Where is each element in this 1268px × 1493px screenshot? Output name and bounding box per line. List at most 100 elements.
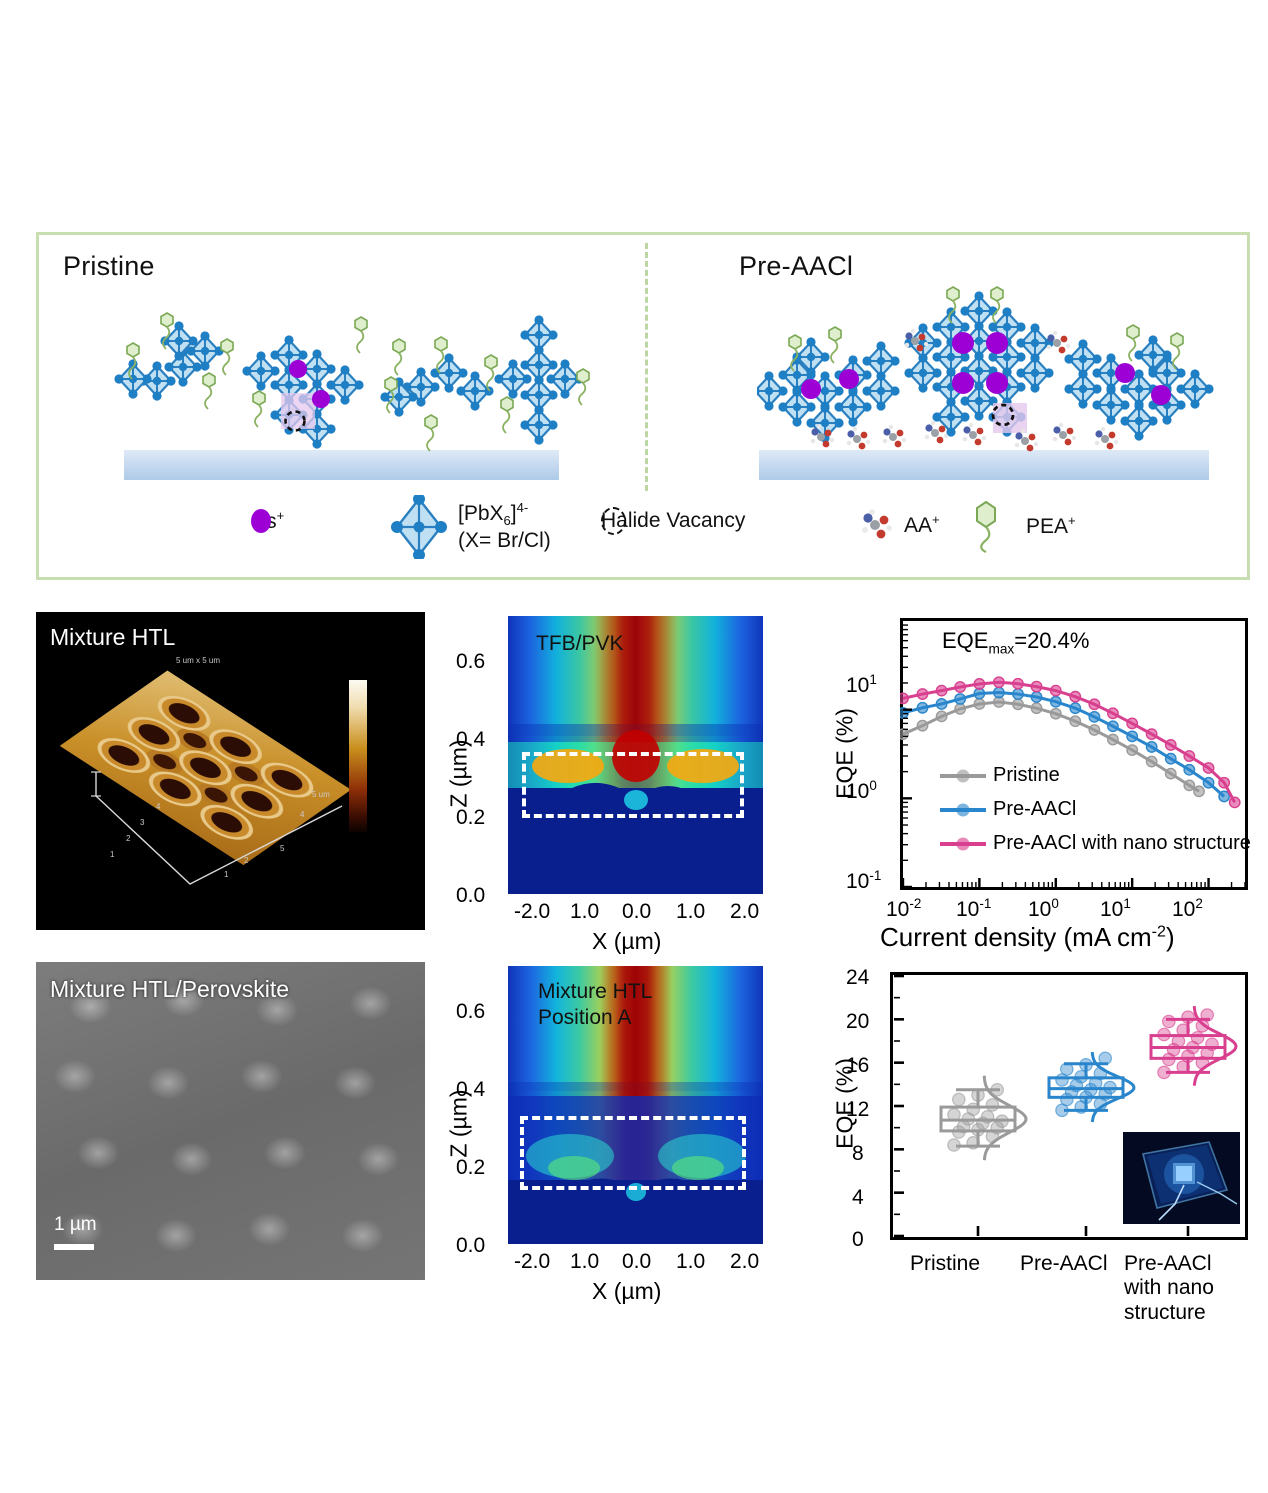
- legend-marker-pre-aacl-nano: [956, 837, 970, 850]
- eqe-curve-xlabel: Current density (mA cm-2): [880, 922, 1175, 952]
- data-point: [1183, 779, 1196, 792]
- schematic-right-title: Pre-AACl: [739, 251, 854, 281]
- data-point: [1088, 710, 1101, 723]
- fdtd-top-xtick-2: 0.0: [622, 900, 652, 923]
- fdtd-bottom-xlabel: X (µm): [592, 1278, 662, 1304]
- eqe-curve-ylabel: EQE (%): [831, 708, 858, 799]
- fdtd-top-xtick-4: 2.0: [730, 900, 760, 923]
- data-point: [992, 686, 1005, 699]
- fdtd-bottom-ytick-1: 0.2: [456, 1156, 486, 1179]
- legend-label-pbx6: [PbX6]4- (X= Br/Cl): [458, 500, 551, 552]
- legend-item-aa-cation: AA+: [855, 505, 940, 545]
- data-point: [1107, 707, 1119, 720]
- fdtd-top-xtick-3: 1.0: [676, 900, 706, 923]
- legend-line-pre-aacl: [940, 803, 986, 816]
- data-point: [1164, 739, 1177, 751]
- eqe-box-ytick-1: 4: [852, 1186, 864, 1209]
- afm-colorbar: [349, 680, 367, 832]
- scatter-point: [1103, 1080, 1117, 1095]
- eqe-curve-ytick-2: 101: [846, 672, 877, 697]
- scatter-point: [1060, 1092, 1074, 1107]
- fdtd-top-xtick-1: 1.0: [570, 900, 600, 923]
- scatter-point: [990, 1082, 1004, 1097]
- data-point: [1088, 724, 1101, 736]
- eqe-box-ytick-0: 0: [852, 1228, 864, 1251]
- scatter-point: [952, 1125, 966, 1139]
- eqe-box-ytick-2: 8: [852, 1142, 864, 1165]
- fdtd-bottom-xtick-1: 1.0: [570, 1250, 600, 1273]
- eqe-box-ytick-3: 12: [846, 1098, 870, 1121]
- data-point: [973, 698, 986, 710]
- mechanism-schematic: Pristine Pre-AACl: [36, 232, 1250, 580]
- data-point: [1107, 720, 1119, 733]
- scatter-point: [1074, 1069, 1088, 1084]
- afm-tick-x4: 4: [300, 810, 305, 819]
- data-point: [1069, 702, 1082, 715]
- pbx6-octahedron-icon: [391, 495, 447, 559]
- data-point: [900, 692, 909, 705]
- data-point: [973, 678, 986, 690]
- data-point: [1107, 733, 1119, 746]
- schematic-left-title: Pristine: [63, 251, 155, 281]
- afm-tick-x3: 5: [280, 844, 285, 853]
- data-point: [1030, 702, 1043, 715]
- legend-item-halide-vacancy: Halide Vacancy: [601, 506, 746, 535]
- scatter-point: [985, 1098, 1000, 1112]
- pre-aacl-cluster-group: [757, 286, 1215, 452]
- data-point: [1030, 691, 1043, 703]
- data-point: [900, 728, 909, 741]
- fdtd-bottom-ylabel: Z (µm): [445, 1089, 472, 1158]
- legend-line-pristine: [940, 769, 986, 782]
- scatter-point: [1161, 1014, 1176, 1029]
- halide-vacancy-icon: [601, 506, 626, 535]
- legend-label-pea-cation: PEA+: [1026, 512, 1076, 538]
- data-point: [935, 710, 948, 723]
- fdtd-bottom-xtick-0: -2.0: [514, 1250, 551, 1273]
- fdtd-bottom-xtick-4: 2.0: [730, 1250, 760, 1273]
- fdtd-bottom-label-line2: Position A: [538, 1006, 632, 1029]
- scatter-point: [966, 1102, 980, 1117]
- eqe-box-plot-area: [894, 974, 1238, 1238]
- data-point: [1218, 790, 1231, 803]
- data-point: [1193, 785, 1205, 798]
- fdtd-top-ytick-0: 0.0: [456, 884, 486, 907]
- data-point: [1183, 763, 1196, 776]
- sem-image-panel: Mixture HTL/Perovskite 1 µm: [36, 962, 425, 1280]
- scatter-point: [1205, 1037, 1219, 1052]
- legend-line-pre-aacl-nano: [940, 837, 986, 850]
- data-point: [1126, 730, 1139, 743]
- fdtd-top-xlabel: X (µm): [592, 928, 662, 954]
- scatter-point: [995, 1114, 1009, 1128]
- fdtd-bottom-xtick-2: 0.0: [622, 1250, 652, 1273]
- scatter-point: [1190, 1030, 1205, 1045]
- schematic-legend: Cs+ [PbX6]4-(X= Br/Cl) Halide Vacancy: [39, 491, 1247, 565]
- schematic-divider: [645, 243, 648, 491]
- scatter-point: [1079, 1058, 1093, 1072]
- afm-tick-2: 2: [126, 834, 131, 843]
- afm-tick-4: 4: [156, 802, 161, 811]
- sem-scalebar: [54, 1244, 94, 1250]
- substrate-right: [759, 450, 1209, 480]
- scatter-point: [966, 1136, 980, 1150]
- fdtd-top-ylabel: Z (µm): [445, 739, 472, 808]
- data-point: [935, 698, 948, 710]
- legend-label-halide-vacancy: Halide Vacancy: [601, 509, 746, 532]
- distribution-curve: [1192, 1006, 1238, 1086]
- data-point: [1228, 796, 1241, 809]
- distribution-curve: [982, 1075, 1028, 1161]
- afm-label: Mixture HTL: [50, 624, 176, 650]
- afm-corner-label: 5 um x 5 um: [176, 656, 221, 665]
- legend-item-pea-cation: PEA+: [969, 499, 1076, 553]
- fdtd-top-highlight-box: [522, 752, 744, 818]
- afm-tick-x5: 5 um: [312, 790, 330, 799]
- eqe-curve-ytick-0: 10-1: [846, 868, 882, 893]
- fdtd-field-bottom: [508, 966, 763, 1244]
- eqe-curve-xtick-0: 10-2: [886, 896, 922, 921]
- legend-entry-pre-aacl: Pre-AACl: [940, 798, 1076, 821]
- eqe-box-category-pre-aacl: Pre-AACl: [1020, 1252, 1108, 1275]
- eqe-box-ytick-6: 24: [846, 966, 870, 989]
- afm-axes: [91, 771, 343, 885]
- data-point: [1145, 741, 1158, 753]
- data-point: [954, 693, 967, 705]
- eqe-vs-current-density-chart: EQEmax=20.4% Pristine Pre-AACl Pre-AACl …: [900, 618, 1251, 890]
